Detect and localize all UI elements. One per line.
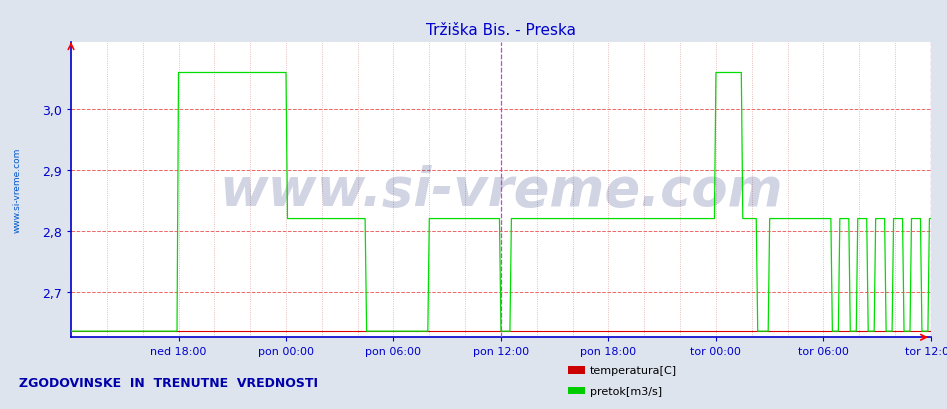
Text: temperatura[C]: temperatura[C] [590, 365, 677, 375]
Text: www.si-vreme.com: www.si-vreme.com [12, 148, 22, 233]
Text: www.si-vreme.com: www.si-vreme.com [219, 164, 783, 216]
Text: pretok[m3/s]: pretok[m3/s] [590, 386, 662, 396]
Text: ZGODOVINSKE  IN  TRENUTNE  VREDNOSTI: ZGODOVINSKE IN TRENUTNE VREDNOSTI [19, 377, 318, 389]
Title: Tržiška Bis. - Preska: Tržiška Bis. - Preska [426, 22, 576, 38]
